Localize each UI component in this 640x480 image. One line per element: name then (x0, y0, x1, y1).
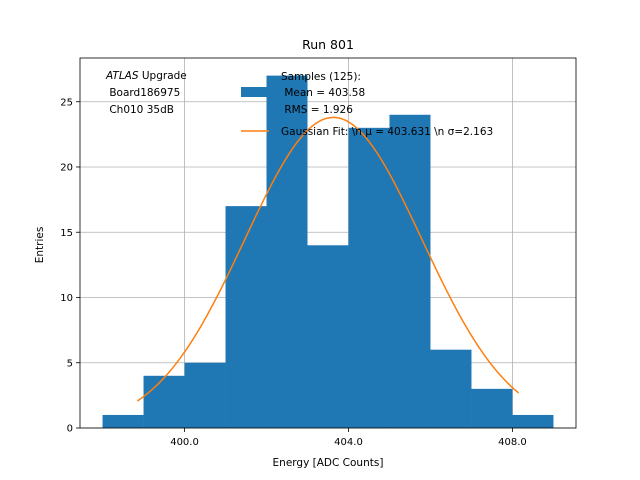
hist-bar-3 (225, 206, 267, 428)
fit-line (136, 116, 520, 402)
hist-bar-5 (307, 245, 349, 428)
y-axis-ticks: 0 5 10 15 20 25 (60, 97, 80, 435)
annotation-upgrade: Upgrade (139, 70, 187, 82)
histogram-bars (102, 75, 554, 428)
x-tick-label-2: 408.0 (498, 437, 527, 448)
y-axis-title: Entries (34, 227, 46, 264)
annotation-atlas: ATLAS (105, 70, 139, 82)
hist-bar-4 (266, 75, 308, 428)
axes-border (79, 57, 577, 429)
x-tick-label-0: 400.0 (170, 437, 199, 448)
legend-hist-line-1: Samples (125): (281, 71, 361, 83)
hist-bar-7 (389, 114, 431, 428)
hist-bar-0 (102, 414, 144, 428)
atlas-annotation: ATLAS Upgrade Board186975 Ch010 35dB (105, 70, 187, 116)
x-tick-label-1: 404.0 (334, 437, 363, 448)
hist-bar-1 (143, 375, 185, 428)
legend-fit-label: Gaussian Fit: \n μ = 403.631 \n σ=2.163 (281, 126, 493, 138)
y-tick-label-5: 25 (60, 97, 73, 108)
gaussian-fit-curve (136, 116, 520, 402)
hist-bar-8 (430, 349, 472, 428)
hist-bar-9 (471, 388, 513, 428)
hist-bar-10 (512, 414, 554, 428)
annotation-line-3: Ch010 35dB (106, 104, 174, 116)
x-axis-title: Energy [ADC Counts] (273, 457, 384, 469)
legend-hist-line-2: Mean = 403.58 (281, 87, 365, 99)
legend-hist-swatch (241, 87, 269, 97)
chart-title: Run 801 (302, 37, 354, 52)
y-tick-label-2: 10 (60, 293, 73, 304)
legend: Samples (125): Mean = 403.58 RMS = 1.926… (241, 71, 493, 138)
y-tick-label-1: 5 (67, 358, 73, 369)
y-tick-label-0: 0 (67, 424, 73, 435)
legend-hist-line-3: RMS = 1.926 (281, 104, 353, 116)
hist-bar-6 (348, 127, 390, 428)
y-tick-label-4: 20 (60, 163, 73, 174)
axes-frame (79, 57, 577, 429)
hist-bar-2 (184, 362, 226, 428)
annotation-line-1: ATLAS Upgrade (105, 70, 187, 82)
x-axis-ticks: 400.0 404.0 408.0 (170, 428, 527, 448)
annotation-line-2: Board186975 (106, 87, 180, 99)
y-tick-label-3: 15 (60, 228, 73, 239)
